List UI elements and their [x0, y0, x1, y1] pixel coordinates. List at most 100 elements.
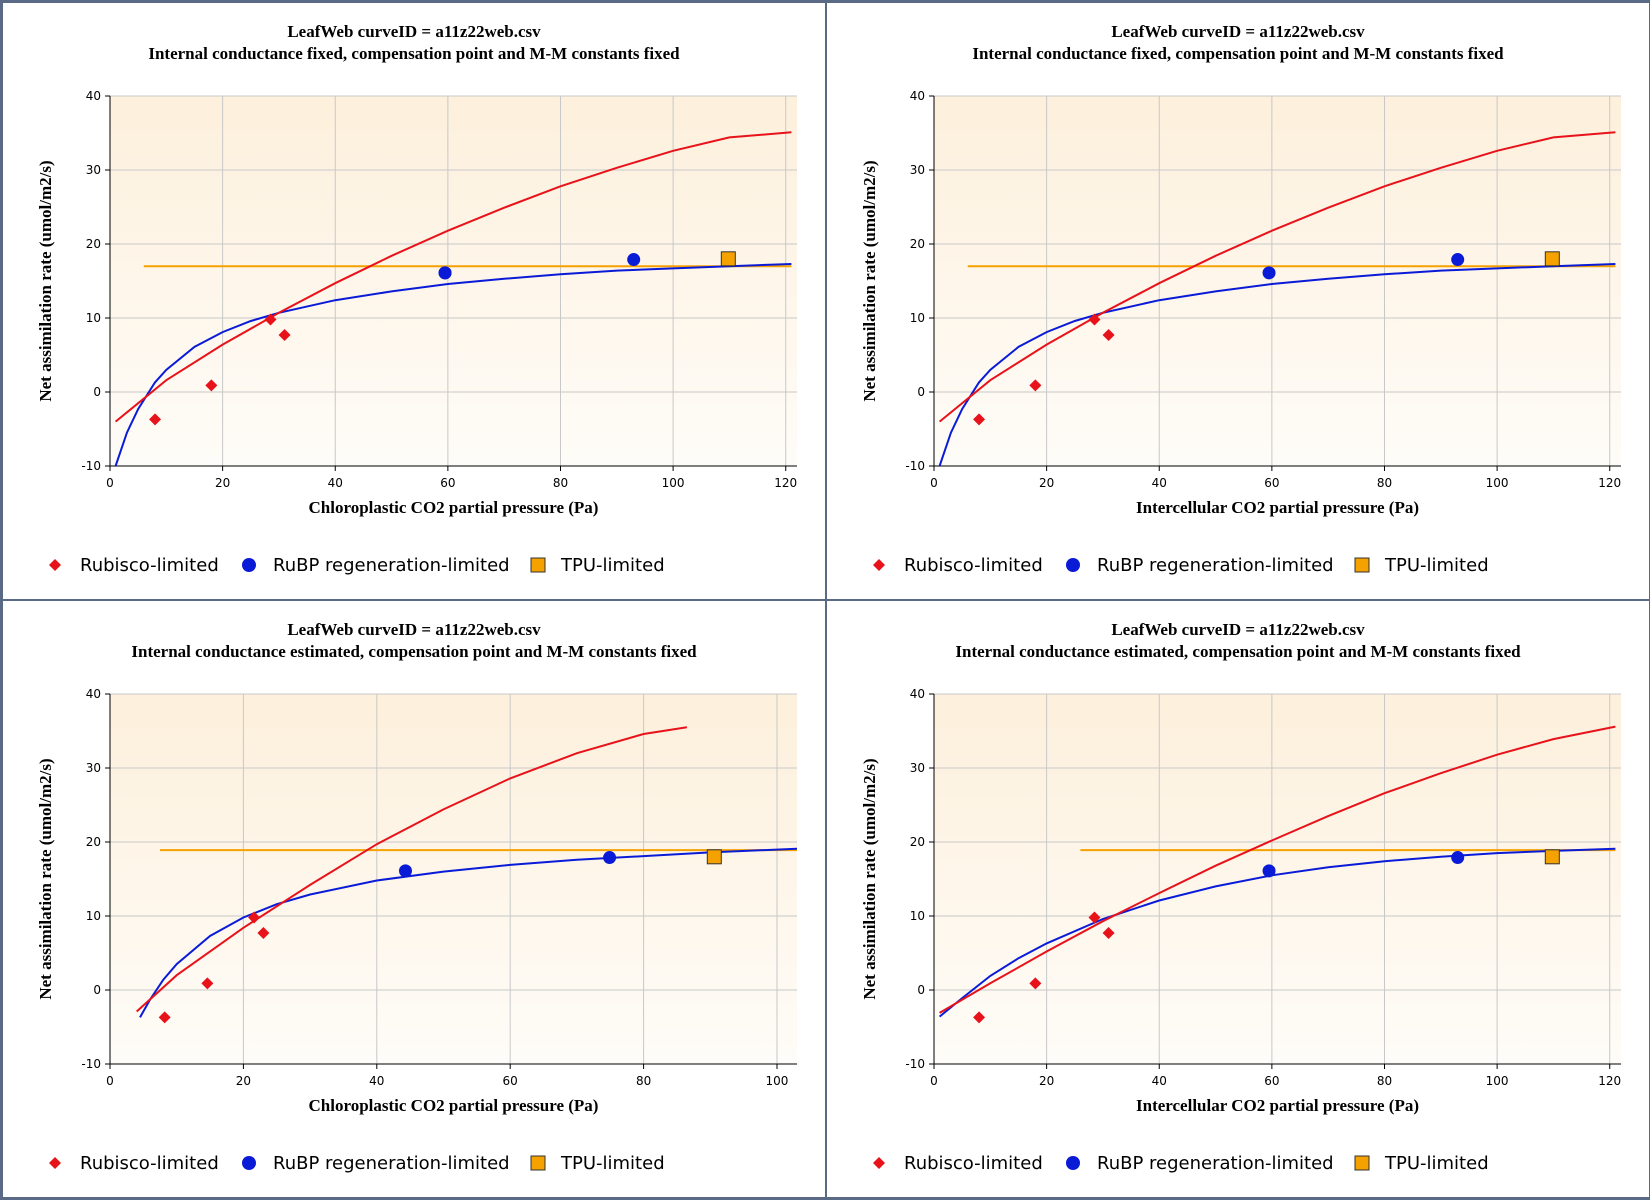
x-tick-label: 80 [636, 1074, 651, 1088]
legend-label-tpu: TPU-limited [1384, 1153, 1489, 1174]
x-tick-label: 20 [1039, 1074, 1054, 1088]
x-tick-label: 60 [1264, 1074, 1279, 1088]
chart-panel-top-left: LeafWeb curveID = a11z22web.csv Internal … [3, 3, 825, 599]
circle-icon [1066, 1156, 1080, 1170]
data-point-rubisco [1102, 329, 1115, 342]
y-tick-label: 20 [86, 237, 101, 251]
y-tick-label: 20 [86, 835, 101, 849]
x-tick-label: 0 [930, 476, 938, 490]
x-tick-label: 60 [1264, 476, 1279, 490]
y-tick-label: 0 [93, 385, 101, 399]
y-tick-label: 40 [86, 89, 101, 103]
y-axis-label: Net assimilation rate (umol/m2/s) [860, 758, 879, 999]
chart-title: LeafWeb curveID = a11z22web.csv [1111, 22, 1365, 41]
chart-panel-bottom-left: LeafWeb curveID = a11z22web.csv Internal … [3, 601, 825, 1197]
y-tick-label: 0 [917, 983, 925, 997]
plot-area [110, 96, 797, 466]
y-tick-label: 30 [86, 761, 101, 775]
chart-title: LeafWeb curveID = a11z22web.csv [287, 22, 541, 41]
x-tick-label: 20 [236, 1074, 251, 1088]
square-icon [1354, 1155, 1370, 1171]
chart-panel-top-right: LeafWeb curveID = a11z22web.csv Internal … [827, 3, 1649, 599]
diamond-icon [49, 559, 61, 571]
diamond-icon [873, 559, 885, 571]
series-line-rubp [114, 263, 792, 466]
data-point-rubisco [205, 379, 218, 392]
data-point-rubisco [1088, 313, 1101, 326]
y-tick-label: 40 [86, 687, 101, 701]
legend-label-rubisco: Rubisco-limited [80, 1153, 219, 1174]
chart-title: LeafWeb curveID = a11z22web.csv [287, 620, 541, 639]
data-point-rubp [1451, 253, 1465, 267]
x-tick-label: 40 [328, 476, 343, 490]
chart-title: LeafWeb curveID = a11z22web.csv [1111, 620, 1365, 639]
y-tick-label: 20 [910, 237, 925, 251]
data-point-rubisco [973, 1011, 986, 1024]
y-tick-label: 10 [910, 909, 925, 923]
series-line-rubisco [136, 726, 688, 1013]
data-point-rubp [1262, 266, 1276, 280]
data-point-rubisco [1029, 977, 1042, 990]
square-icon [530, 557, 546, 573]
x-tick-label: 100 [766, 1074, 789, 1088]
x-tick-label: 0 [106, 1074, 114, 1088]
series-line-rubp [938, 847, 1616, 1018]
legend-label-tpu: TPU-limited [560, 1153, 665, 1174]
data-point-rubisco [248, 911, 261, 924]
data-point-rubp [438, 266, 452, 280]
data-point-rubisco [1088, 911, 1101, 924]
y-tick-label: -10 [81, 459, 101, 473]
x-tick-label: 60 [503, 1074, 518, 1088]
circle-icon [242, 1156, 256, 1170]
data-point-rubisco [149, 413, 162, 426]
chart-svg: LeafWeb curveID = a11z22web.csv Internal … [36, 620, 797, 1174]
diamond-icon [49, 1157, 61, 1169]
y-tick-label: -10 [81, 1057, 101, 1071]
x-axis-label: Chloroplastic CO2 partial pressure (Pa) [309, 1096, 599, 1115]
y-tick-label: 40 [910, 687, 925, 701]
x-axis-label: Intercellular CO2 partial pressure (Pa) [1136, 498, 1419, 517]
y-axis-label: Net assimilation rate (umol/m2/s) [860, 160, 879, 401]
legend: Rubisco-limited RuBP regeneration-limited… [49, 555, 665, 576]
x-tick-label: 20 [1039, 476, 1054, 490]
legend-label-tpu: TPU-limited [560, 555, 665, 576]
data-point-tpu [706, 849, 722, 865]
y-tick-label: 10 [910, 311, 925, 325]
data-point-rubp [398, 864, 412, 878]
data-point-rubisco [264, 313, 277, 326]
data-point-rubisco [201, 977, 214, 990]
data-point-rubisco [158, 1011, 171, 1024]
x-tick-label: 0 [106, 476, 114, 490]
legend: Rubisco-limited RuBP regeneration-limited… [49, 1153, 665, 1174]
plot-area [934, 694, 1621, 1064]
y-tick-label: 30 [910, 761, 925, 775]
x-tick-label: 40 [1152, 476, 1167, 490]
x-axis-label: Intercellular CO2 partial pressure (Pa) [1136, 1096, 1419, 1115]
x-tick-label: 100 [662, 476, 685, 490]
x-tick-label: 100 [1486, 1074, 1509, 1088]
series-line-rubisco [939, 725, 1616, 1014]
plot-area [934, 96, 1621, 466]
y-tick-label: 0 [917, 385, 925, 399]
x-tick-label: 40 [1152, 1074, 1167, 1088]
chart-panel-bottom-right: LeafWeb curveID = a11z22web.csv Internal … [827, 601, 1649, 1197]
chart-subtitle: Internal conductance fixed, compensation… [972, 44, 1504, 63]
legend-label-rubisco: Rubisco-limited [904, 1153, 1043, 1174]
chart-subtitle: Internal conductance estimated, compensa… [131, 642, 697, 661]
y-tick-label: 10 [86, 311, 101, 325]
y-axis-label: Net assimilation rate (umol/m2/s) [36, 758, 55, 999]
data-point-tpu [720, 251, 736, 267]
y-axis-label: Net assimilation rate (umol/m2/s) [36, 160, 55, 401]
plot-area [110, 694, 797, 1064]
legend-label-tpu: TPU-limited [1384, 555, 1489, 576]
x-tick-label: 120 [1598, 1074, 1621, 1088]
x-tick-label: 80 [1377, 476, 1392, 490]
legend: Rubisco-limited RuBP regeneration-limited… [873, 555, 1489, 576]
chart-svg: LeafWeb curveID = a11z22web.csv Internal … [36, 22, 797, 576]
data-point-rubisco [973, 413, 986, 426]
legend-label-rubp: RuBP regeneration-limited [1097, 555, 1334, 576]
data-point-rubp [603, 851, 617, 865]
y-tick-label: -10 [905, 1057, 925, 1071]
y-tick-label: 40 [910, 89, 925, 103]
x-tick-label: 80 [1377, 1074, 1392, 1088]
